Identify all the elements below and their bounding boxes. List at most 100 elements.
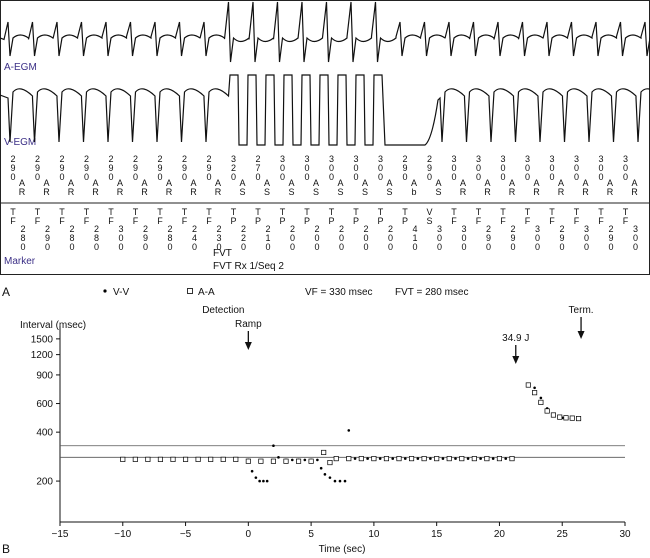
annotation: Term. bbox=[569, 305, 594, 316]
a-a-point bbox=[120, 456, 126, 462]
x-tick-label: −10 bbox=[114, 529, 131, 540]
atrial-marker: AS bbox=[360, 178, 370, 196]
v-v-point bbox=[338, 479, 342, 483]
panel-letter: A bbox=[2, 285, 10, 299]
ventricular-marker: TF bbox=[106, 207, 116, 225]
v-v-point bbox=[353, 457, 357, 460]
atrial-interval: 300 bbox=[326, 154, 337, 181]
x-tick-label: 5 bbox=[308, 529, 314, 540]
legend-marker bbox=[103, 289, 107, 293]
ventricular-marker: TP bbox=[375, 207, 386, 225]
atrial-interval: 290 bbox=[32, 154, 43, 181]
therapy-text: FVT bbox=[213, 248, 232, 259]
ventricular-interval: 210 bbox=[263, 224, 273, 251]
ventricular-marker: TF bbox=[8, 207, 18, 225]
ventricular-interval: 220 bbox=[238, 224, 249, 251]
ventricular-marker: TP bbox=[351, 207, 361, 225]
atrial-interval: 290 bbox=[130, 154, 141, 181]
a-a-point bbox=[132, 456, 138, 462]
x-axis-label: Time (sec) bbox=[319, 544, 366, 555]
a-a-point bbox=[183, 456, 189, 462]
ventricular-interval: 200 bbox=[312, 224, 322, 251]
v-v-point bbox=[504, 457, 508, 460]
v-v-point bbox=[347, 429, 351, 432]
a-a-point bbox=[333, 456, 339, 462]
v-v-point bbox=[333, 479, 337, 483]
reference-label: VF = 330 msec bbox=[305, 287, 373, 298]
ventricular-interval: 280 bbox=[67, 224, 77, 251]
atrial-marker: AR bbox=[17, 178, 27, 196]
v-v-point bbox=[416, 457, 420, 460]
a-a-point bbox=[459, 456, 465, 462]
atrial-interval: 300 bbox=[473, 154, 484, 181]
atrial-marker: AS bbox=[384, 178, 395, 196]
annotation-arrowhead bbox=[244, 342, 252, 350]
y-tick-label: 400 bbox=[36, 428, 53, 439]
atrial-marker: AR bbox=[531, 178, 542, 196]
v-v-point bbox=[429, 457, 432, 460]
a-a-point bbox=[233, 456, 239, 462]
x-tick-label: 30 bbox=[619, 529, 631, 540]
atrial-marker: AR bbox=[90, 178, 101, 196]
a-a-point bbox=[383, 456, 389, 462]
a-a-point bbox=[496, 456, 502, 462]
v-v-point bbox=[403, 457, 407, 460]
y-tick-label: 600 bbox=[36, 399, 53, 410]
y-tick-label: 1200 bbox=[31, 350, 54, 361]
ventricular-marker: TF bbox=[547, 207, 557, 225]
ventricular-marker: TF bbox=[155, 207, 165, 225]
ventricular-interval: 300 bbox=[581, 224, 592, 251]
a-a-point bbox=[308, 458, 314, 464]
ventricular-marker: TP bbox=[400, 207, 410, 225]
x-tick-label: 15 bbox=[431, 529, 443, 540]
atrial-interval: 300 bbox=[547, 154, 557, 181]
atrial-marker: AR bbox=[507, 178, 517, 196]
a-a-point bbox=[569, 415, 575, 421]
ventricular-marker: TP bbox=[253, 207, 263, 225]
atrial-marker: AR bbox=[482, 178, 493, 196]
a-egm-trace bbox=[0, 1, 650, 63]
v-v-point bbox=[258, 479, 261, 483]
x-tick-label: 25 bbox=[557, 529, 569, 540]
ventricular-interval: 280 bbox=[91, 224, 102, 251]
ventricular-interval: 300 bbox=[630, 224, 641, 251]
legend-label: V-V bbox=[113, 287, 129, 298]
v-v-point bbox=[319, 466, 323, 470]
v-v-point bbox=[265, 479, 269, 483]
v-v-point bbox=[533, 386, 536, 390]
ventricular-marker: TF bbox=[449, 207, 459, 225]
a-a-point bbox=[484, 456, 490, 462]
ventricular-marker: TF bbox=[81, 207, 92, 225]
atrial-marker: AS bbox=[433, 178, 444, 196]
a-a-point bbox=[321, 449, 327, 456]
a-a-point bbox=[170, 456, 176, 462]
ventricular-interval: 200 bbox=[287, 224, 298, 251]
atrial-marker: AS bbox=[286, 178, 297, 196]
x-tick-label: 20 bbox=[494, 529, 506, 540]
a-a-point bbox=[538, 399, 544, 405]
a-a-point bbox=[327, 460, 333, 466]
a-a-point bbox=[358, 456, 364, 462]
y-tick-label: 200 bbox=[36, 477, 53, 488]
v-egm-trace bbox=[0, 74, 650, 146]
atrial-marker: AR bbox=[605, 178, 615, 196]
ventricular-marker: TP bbox=[302, 207, 312, 225]
ventricular-interval: 300 bbox=[116, 224, 126, 251]
ventricular-marker: TF bbox=[32, 207, 43, 225]
a-a-point bbox=[544, 408, 550, 414]
a-a-point bbox=[296, 458, 302, 464]
ventricular-interval: 200 bbox=[336, 224, 347, 251]
a-a-point bbox=[550, 412, 556, 418]
ventricular-marker: TF bbox=[620, 207, 631, 225]
marker-label: Marker bbox=[4, 256, 36, 267]
atrial-interval: 300 bbox=[620, 154, 631, 181]
atrial-marker: AR bbox=[139, 178, 150, 196]
ventricular-interval: 280 bbox=[165, 224, 175, 251]
ventricular-marker: TF bbox=[130, 207, 141, 225]
atrial-interval: 300 bbox=[498, 154, 508, 181]
atrial-interval: 320 bbox=[228, 154, 239, 181]
v-v-point bbox=[290, 458, 294, 462]
ventricular-marker: TF bbox=[498, 207, 508, 225]
ventricular-interval: 300 bbox=[532, 224, 543, 251]
